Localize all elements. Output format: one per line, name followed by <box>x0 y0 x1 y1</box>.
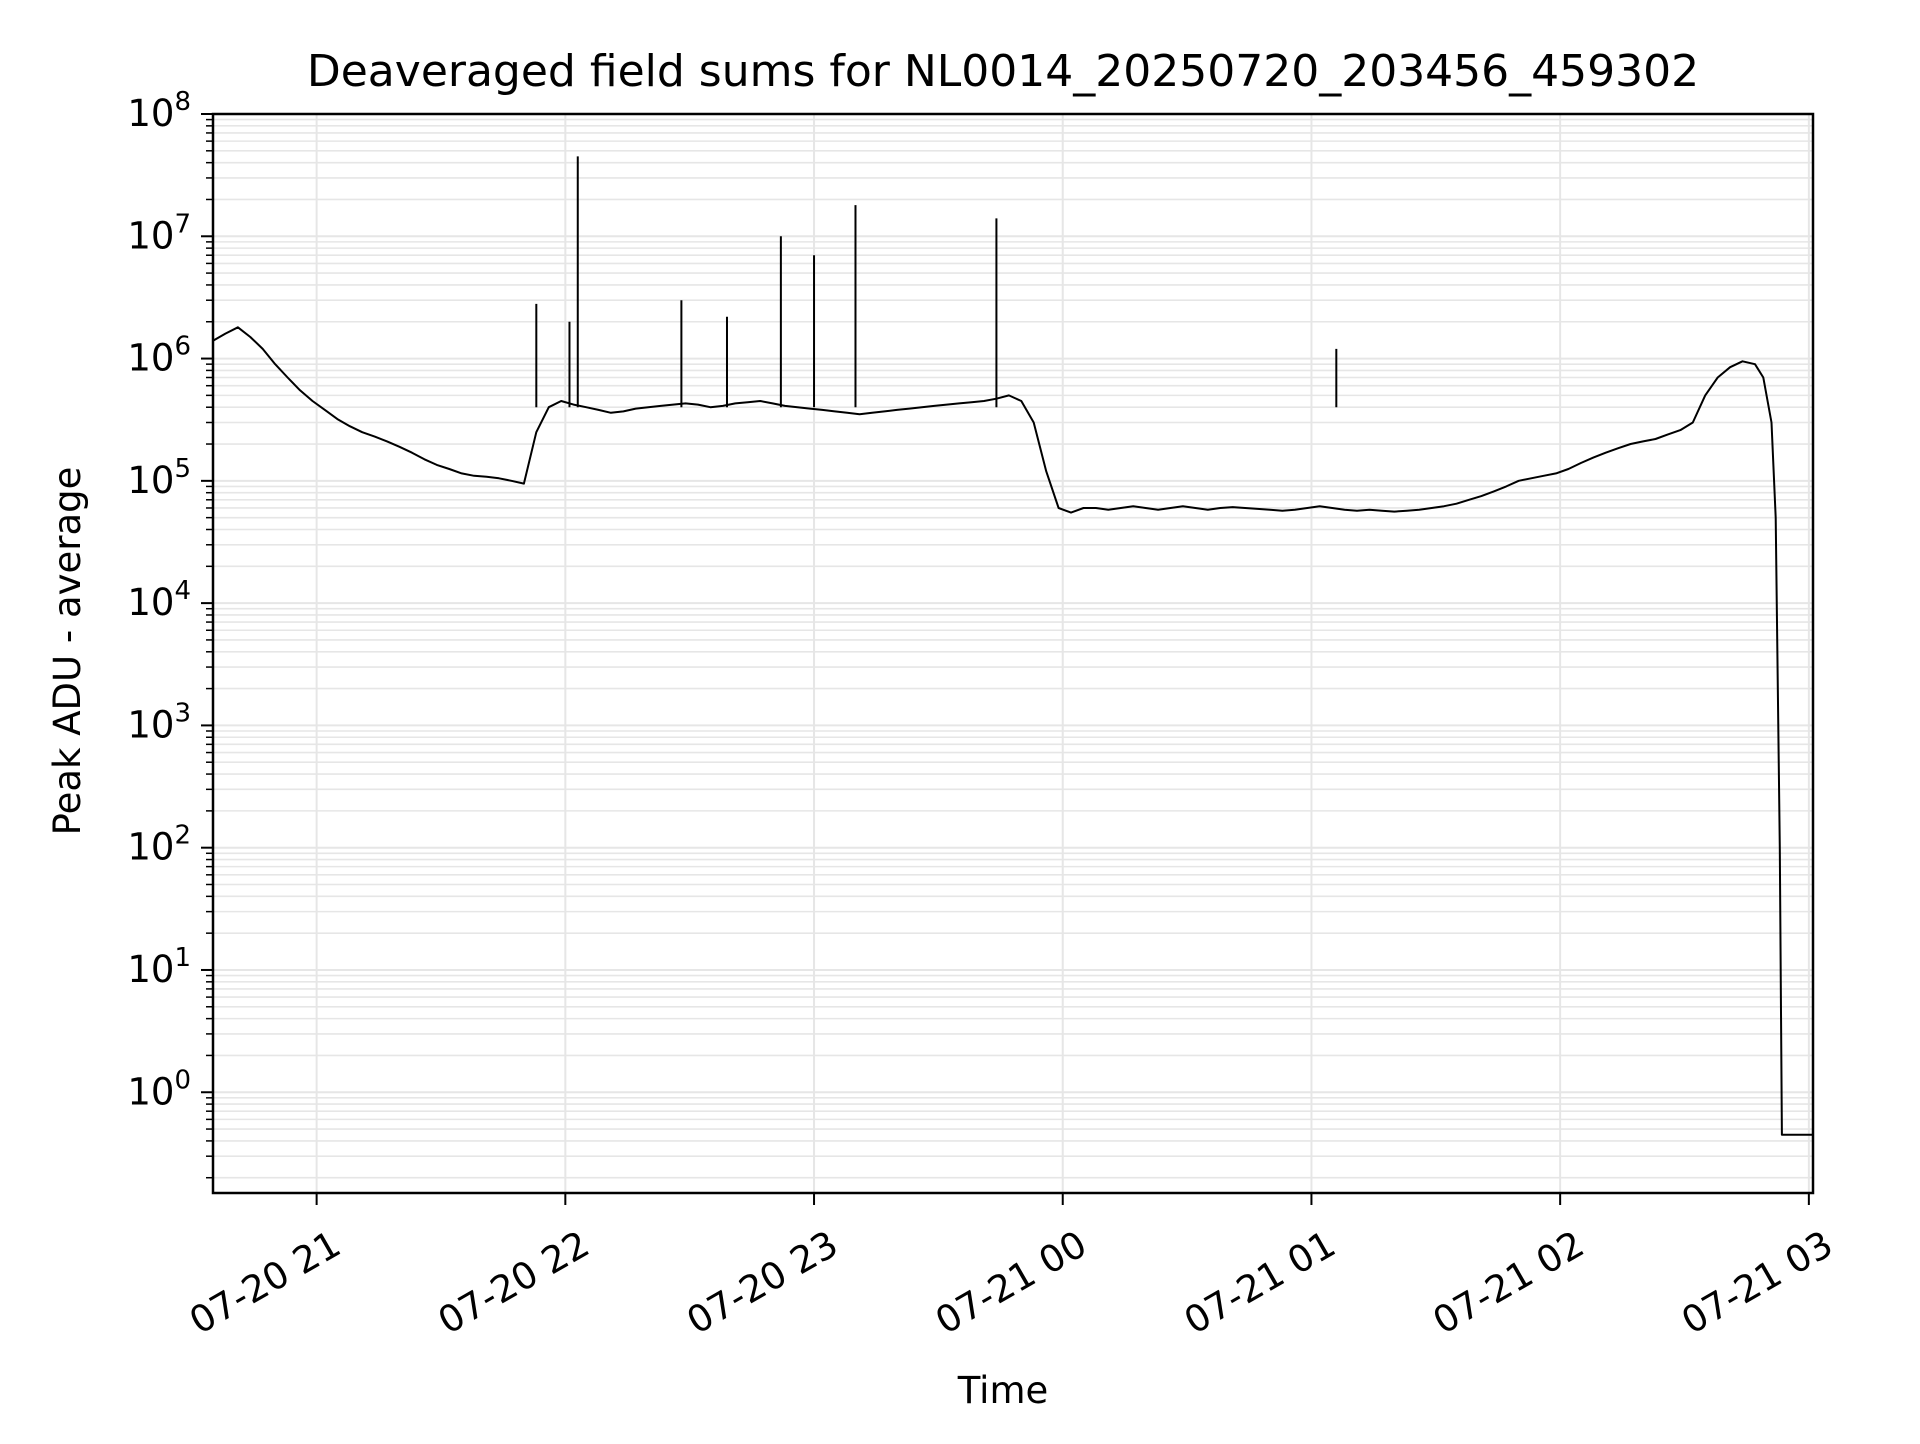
grid-layer <box>213 113 1813 1193</box>
chart-title: Deaveraged field sums for NL0014_2025072… <box>307 46 1699 97</box>
y-tick-label: 108 <box>127 87 191 135</box>
series-line <box>212 326 1813 1136</box>
y-tick-label: 102 <box>127 821 191 869</box>
y-axis-label: Peak ADU - average <box>46 467 89 836</box>
y-tick-label: 106 <box>127 332 191 380</box>
y-tick-label: 100 <box>127 1065 191 1113</box>
x-axis-label: Time <box>957 1369 1049 1412</box>
y-tick-label: 103 <box>127 698 191 746</box>
y-tick-label: 104 <box>127 576 191 624</box>
y-tick-label: 101 <box>127 943 191 991</box>
series-layer <box>212 156 1813 1136</box>
y-tick-label: 105 <box>127 454 191 502</box>
plot-frame <box>211 112 1815 1195</box>
y-tick-label: 107 <box>127 209 191 257</box>
